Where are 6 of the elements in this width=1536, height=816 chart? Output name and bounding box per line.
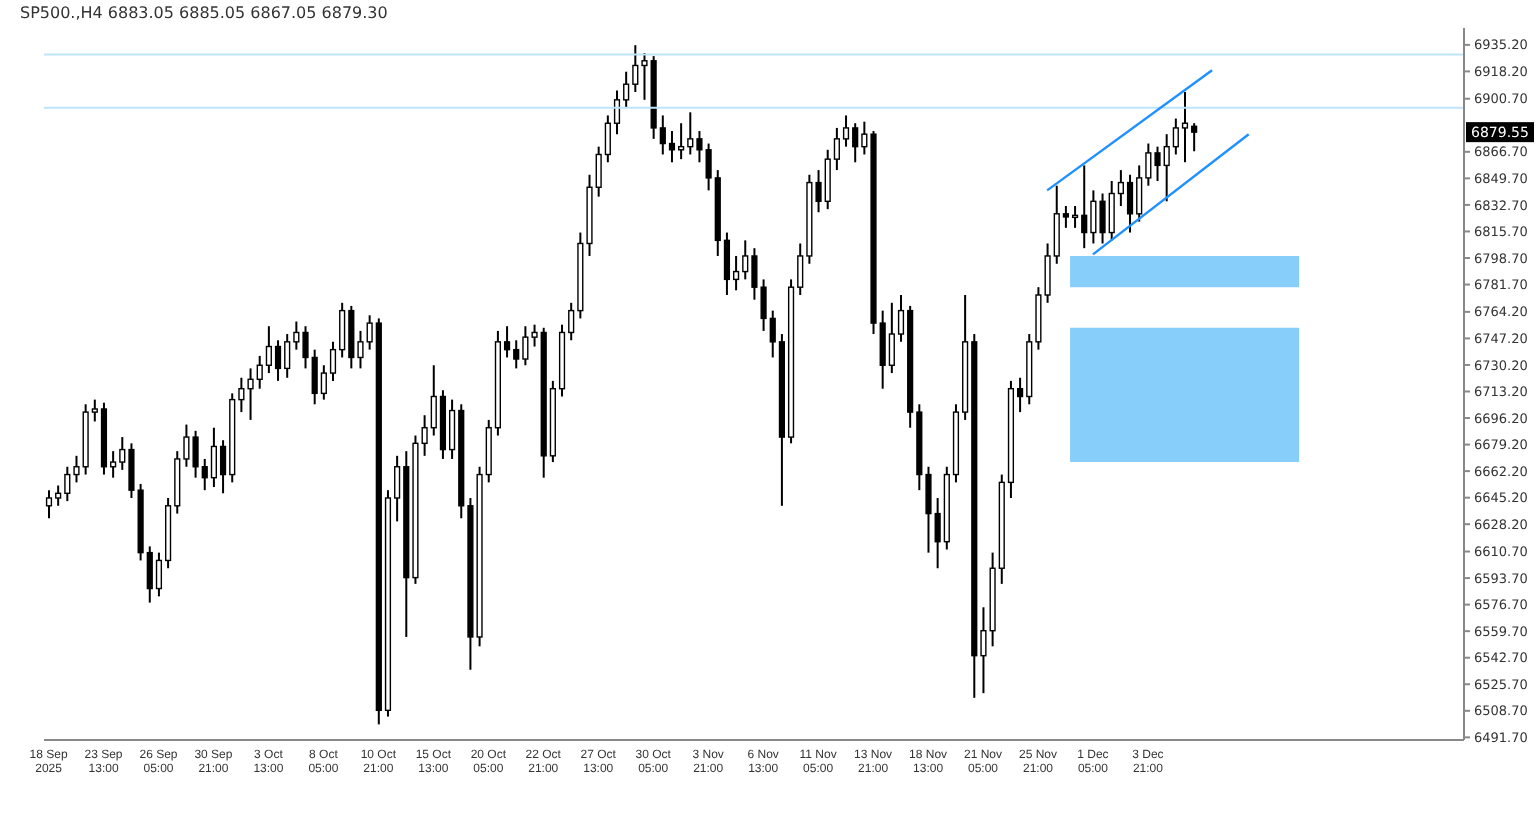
chart-title: SP500.,H4 6883.05 6885.05 6867.05 6879.30	[20, 4, 388, 22]
candlestick	[1071, 205, 1079, 229]
candlestick	[439, 389, 447, 460]
candlestick	[1181, 91, 1189, 164]
candlestick	[668, 130, 676, 164]
candlestick	[274, 339, 282, 382]
